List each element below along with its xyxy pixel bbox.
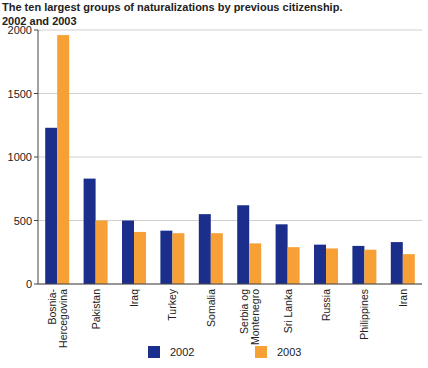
category-label: Iraq: [128, 289, 140, 307]
category-label: Serbia ogMontenegro: [238, 289, 261, 345]
bar: [172, 233, 184, 284]
tick-label: 2000: [8, 24, 32, 36]
legend-label: 2003: [277, 346, 301, 358]
bar: [122, 221, 134, 285]
bar: [249, 243, 261, 284]
grid-line: [38, 284, 422, 285]
tick-mark: [34, 284, 38, 285]
tick-mark: [34, 30, 38, 31]
bars: [45, 35, 415, 284]
category-label: Philippines: [358, 289, 370, 340]
tick-label: 500: [14, 215, 32, 227]
chart: The ten largest groups of naturalization…: [0, 0, 428, 368]
category-label: Somalia: [205, 289, 217, 327]
category-label: Bosnia-Hercegovina: [46, 289, 69, 348]
category-label: Sri Lanka: [282, 289, 294, 334]
bar: [403, 254, 415, 284]
legend-label: 2002: [170, 346, 194, 358]
tick-label: 1000: [8, 151, 32, 163]
grid-line: [38, 30, 422, 31]
category-label-line: Sri Lanka: [282, 289, 294, 334]
category-label: Russia: [320, 289, 332, 321]
bar: [160, 231, 172, 284]
tick-mark: [34, 157, 38, 158]
category-label-line: Russia: [320, 289, 332, 321]
tick-mark: [34, 93, 38, 94]
tick-label: 1500: [8, 88, 32, 100]
bar: [352, 246, 364, 284]
grid-line: [38, 93, 422, 94]
y-axis: [38, 30, 39, 284]
category-label-line: Somalia: [205, 289, 217, 327]
bar: [391, 242, 403, 284]
legend-swatch: [148, 346, 160, 358]
category-label-line: Montenegro: [249, 289, 261, 345]
bar: [134, 232, 146, 284]
category-label: Turkey: [166, 288, 178, 320]
category-label-line: Pakistan: [90, 289, 102, 329]
bar: [237, 205, 249, 284]
bar: [211, 233, 223, 284]
bar: [84, 179, 96, 284]
tick-mark: [34, 220, 38, 221]
category-label: Pakistan: [90, 289, 102, 329]
bar: [314, 245, 326, 284]
grid-line: [38, 157, 422, 158]
x-axis: [38, 284, 422, 285]
legend-swatch: [255, 346, 267, 358]
bar: [96, 221, 108, 285]
bar: [276, 224, 288, 284]
bar: [326, 248, 338, 284]
title: The ten largest groups of naturalization…: [2, 1, 342, 13]
bar: [45, 128, 57, 284]
bar: [199, 214, 211, 284]
tick-label: 0: [26, 278, 32, 290]
category-label-line: Philippines: [358, 289, 370, 340]
category-label: Iran: [397, 289, 409, 307]
category-label-line: Iraq: [128, 289, 140, 307]
category-label-line: Turkey: [166, 288, 178, 320]
bar: [364, 250, 376, 284]
category-label-line: Hercegovina: [57, 289, 69, 348]
bar: [57, 35, 69, 284]
category-label-line: Iran: [397, 289, 409, 307]
bar: [288, 247, 300, 284]
